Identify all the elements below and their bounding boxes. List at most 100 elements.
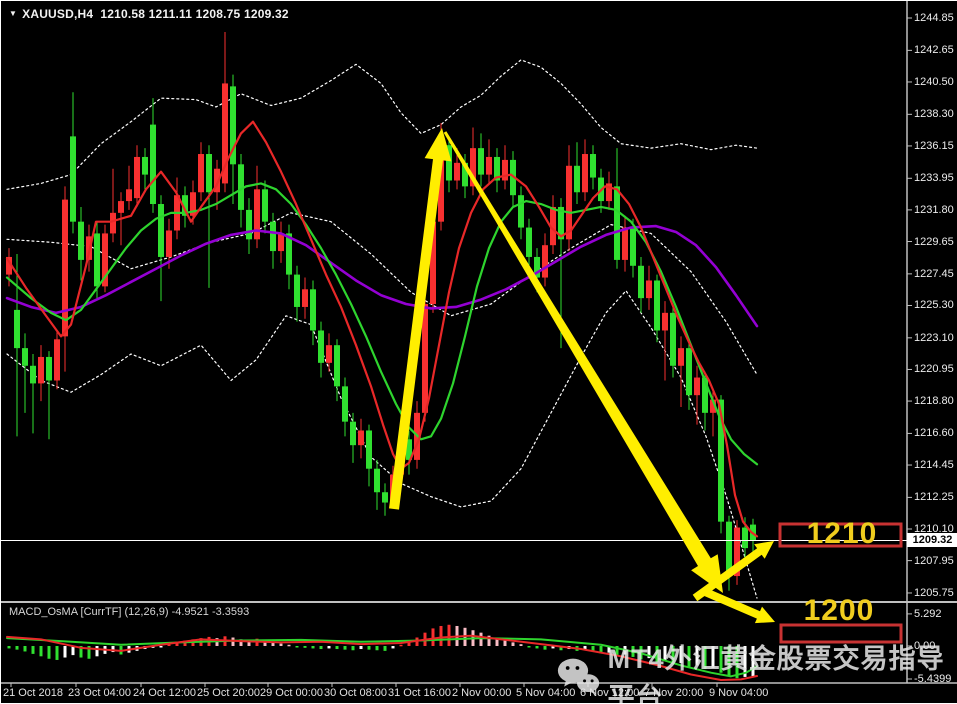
macd-histogram-bar (287, 644, 291, 647)
price-axis-label: 1210.10 (914, 522, 954, 535)
time-axis-label: 29 Oct 00:00 (260, 687, 323, 699)
down-arrow-annotation[interactable] (443, 131, 723, 593)
macd-histogram-bar (407, 641, 411, 646)
fork-down-arrow-annotation[interactable] (701, 587, 775, 624)
candle-body-down (742, 527, 748, 549)
candle-body-up (438, 145, 444, 222)
level-1200-label[interactable]: 1200 (803, 594, 875, 627)
candle-body-down (182, 195, 188, 216)
time-axis-label: 9 Nov 04:00 (709, 687, 769, 699)
candle-body-up (358, 430, 364, 446)
macd-histogram-bar (511, 642, 515, 646)
candle-body-up (302, 289, 308, 307)
candle-body-up (102, 233, 108, 287)
price-axis-label: 1220.95 (914, 363, 954, 376)
time-axis-label: 31 Oct 16:00 (388, 687, 451, 699)
macd-histogram-bar (367, 646, 371, 650)
candle-body-down (702, 377, 708, 413)
macd-histogram-bar (303, 646, 307, 648)
candle-body-down (70, 136, 76, 222)
macd-histogram-bar (527, 646, 531, 648)
candle-body-down (686, 348, 692, 396)
bollinger-middle-line (6, 212, 758, 376)
macd-histogram-bar (175, 642, 179, 646)
macd-histogram-bar (359, 646, 363, 650)
macd-histogram-bar (447, 624, 451, 646)
macd-histogram-bar (31, 646, 35, 654)
macd-histogram-bar (247, 640, 251, 646)
macd-histogram-bar (327, 646, 331, 649)
price-axis-label: 1236.15 (914, 139, 954, 152)
candle-body-up (542, 245, 548, 278)
macd-histogram-bar (711, 646, 715, 668)
macd-histogram-bar (583, 646, 587, 650)
fork-up-arrow-annotation[interactable] (692, 541, 774, 602)
price-axis-label: 1225.30 (914, 299, 954, 312)
macd-axis-label: 5.292 (914, 607, 942, 620)
macd-histogram-bar (95, 646, 99, 657)
price-axis-label: 1244.85 (914, 12, 954, 24)
candle-body-up (38, 356, 44, 384)
candle-body-down (286, 233, 292, 275)
macd-histogram-bar (263, 640, 267, 646)
candle-body-down (654, 280, 660, 331)
symbol-period-label: XAUUSD,H4 (22, 7, 94, 21)
candle-body-up (734, 527, 740, 577)
candle-body-up (622, 227, 628, 260)
level-1210-box[interactable] (778, 522, 903, 548)
candle-body-down (630, 227, 636, 266)
candle-body-down (494, 156, 500, 181)
wechat-icon (557, 658, 600, 695)
time-axis-label: 5 Nov 04:00 (516, 687, 576, 699)
candle-body-down (382, 492, 388, 503)
watermark: MT4外汇黄金股票交易指导平台 (557, 637, 957, 703)
candle-body-up (254, 189, 260, 240)
level-1200-box[interactable] (779, 623, 903, 644)
macd-histogram-bar (87, 646, 91, 659)
candle-body-down (78, 221, 84, 260)
candle-body-up (422, 304, 428, 413)
time-axis-label: 30 Oct 08:00 (324, 687, 387, 699)
candle-body-up (62, 199, 68, 337)
macd-histogram-bar (431, 628, 435, 646)
candle-body-down (270, 221, 276, 252)
price-axis-label: 1233.95 (914, 172, 954, 185)
candle-body-down (366, 430, 372, 469)
price-axis-label: 1227.45 (914, 267, 954, 280)
macd-histogram-bar (319, 646, 323, 650)
candle-body-down (46, 356, 52, 381)
macd-histogram-bar (383, 646, 387, 651)
macd-histogram-bar (591, 646, 595, 652)
candle-body-down (406, 439, 412, 460)
macd-histogram-bar (391, 646, 395, 649)
macd-indicator-label: MACD_OsMA [CurrTF] (12,26,9) -4.9521 -3.… (9, 606, 250, 618)
macd-axis-label: -5.4399 (914, 672, 952, 685)
candle-body-down (614, 186, 620, 260)
candle-body-up (126, 189, 132, 202)
candle-body-down (310, 289, 316, 331)
macd-histogram-bar (47, 646, 51, 659)
bollinger-upper-line (6, 59, 758, 190)
candle-body-down (262, 189, 268, 222)
macd-histogram-bar (167, 644, 171, 646)
bollinger-lower-line (6, 290, 758, 599)
candle-body-down (518, 195, 524, 228)
chart-menu-triangle-icon[interactable]: ▼ (9, 9, 18, 18)
macd-histogram-bar (279, 643, 283, 646)
macd-histogram-bar (239, 639, 243, 646)
candle-body-up (710, 399, 716, 413)
level-1210-label[interactable]: 1210 (806, 517, 878, 550)
macd-histogram-bar (607, 646, 611, 653)
candle-body-down (718, 399, 724, 522)
up-arrow-annotation[interactable] (389, 128, 452, 510)
macd-histogram-bar (495, 638, 499, 646)
candle-body-down (22, 348, 28, 366)
macd-histogram-bar (23, 646, 27, 652)
macd-histogram-bar (335, 646, 339, 650)
candle-body-down (462, 162, 468, 187)
macd-histogram-bar (7, 646, 11, 649)
candle-body-down (94, 233, 100, 287)
macd-histogram-bar (671, 646, 675, 665)
candle-body-up (134, 156, 140, 199)
